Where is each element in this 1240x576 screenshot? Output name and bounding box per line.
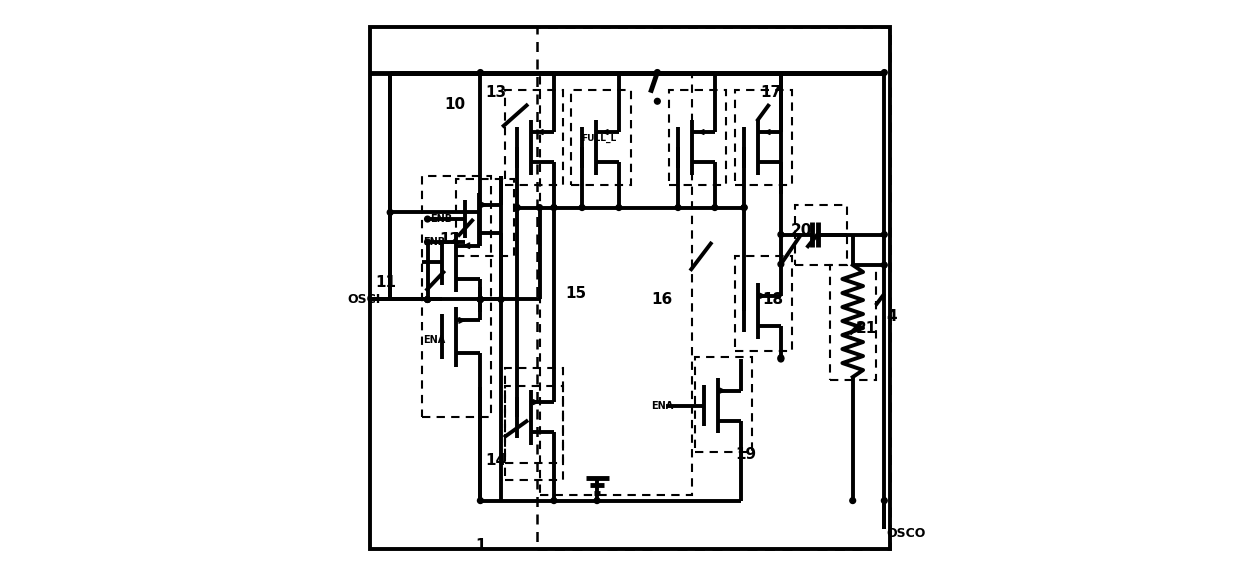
Circle shape bbox=[477, 297, 484, 302]
Circle shape bbox=[777, 262, 784, 267]
Circle shape bbox=[849, 498, 856, 503]
Circle shape bbox=[594, 498, 600, 503]
Circle shape bbox=[477, 297, 484, 302]
Circle shape bbox=[551, 498, 557, 503]
Bar bbox=[505, 369, 563, 463]
Circle shape bbox=[424, 297, 430, 302]
Circle shape bbox=[551, 204, 557, 210]
Text: 16: 16 bbox=[651, 292, 673, 307]
Bar bbox=[830, 265, 875, 380]
Text: ENA: ENA bbox=[651, 401, 673, 411]
Circle shape bbox=[882, 262, 887, 268]
Circle shape bbox=[742, 204, 746, 210]
Circle shape bbox=[477, 498, 484, 503]
Text: ENB: ENB bbox=[430, 214, 453, 224]
Circle shape bbox=[515, 204, 520, 210]
Circle shape bbox=[777, 355, 784, 361]
Bar bbox=[456, 179, 513, 256]
Text: FULL_L: FULL_L bbox=[580, 134, 616, 143]
Circle shape bbox=[424, 216, 430, 222]
Text: 21: 21 bbox=[856, 321, 877, 336]
Circle shape bbox=[712, 204, 718, 210]
Circle shape bbox=[616, 204, 621, 210]
Text: 20: 20 bbox=[791, 223, 812, 238]
Bar bbox=[505, 90, 563, 184]
Bar bbox=[572, 90, 631, 184]
Text: 18: 18 bbox=[763, 292, 784, 307]
Circle shape bbox=[655, 70, 660, 75]
Circle shape bbox=[551, 204, 557, 210]
Text: ENB: ENB bbox=[424, 237, 445, 247]
Circle shape bbox=[424, 239, 430, 245]
Circle shape bbox=[477, 70, 484, 75]
Circle shape bbox=[882, 232, 887, 237]
Circle shape bbox=[537, 204, 542, 210]
Text: 17: 17 bbox=[761, 85, 782, 100]
Bar bbox=[795, 204, 847, 265]
Circle shape bbox=[515, 204, 520, 210]
Bar bbox=[735, 90, 792, 184]
Text: 1: 1 bbox=[475, 538, 486, 553]
Bar bbox=[694, 357, 753, 452]
Circle shape bbox=[477, 297, 484, 302]
Bar bbox=[537, 26, 890, 550]
Bar bbox=[668, 90, 727, 184]
Circle shape bbox=[742, 204, 746, 210]
Bar bbox=[505, 386, 563, 480]
Circle shape bbox=[424, 297, 430, 302]
Text: 13: 13 bbox=[485, 85, 506, 100]
Text: 14: 14 bbox=[485, 453, 506, 468]
Text: 15: 15 bbox=[565, 286, 587, 301]
Text: 19: 19 bbox=[735, 447, 756, 462]
Circle shape bbox=[579, 204, 585, 210]
Circle shape bbox=[387, 210, 393, 215]
Text: OSCI: OSCI bbox=[347, 293, 381, 306]
Bar bbox=[735, 256, 792, 351]
Text: 11: 11 bbox=[376, 275, 397, 290]
Text: OSCO: OSCO bbox=[887, 528, 925, 540]
Circle shape bbox=[424, 297, 430, 302]
Text: 10: 10 bbox=[445, 97, 466, 112]
Circle shape bbox=[882, 498, 887, 503]
Circle shape bbox=[777, 356, 784, 362]
Circle shape bbox=[498, 297, 503, 302]
Bar bbox=[422, 176, 491, 417]
Circle shape bbox=[655, 98, 660, 104]
Circle shape bbox=[882, 70, 887, 75]
Bar bbox=[539, 73, 692, 495]
Text: 4: 4 bbox=[887, 309, 897, 324]
Text: 12: 12 bbox=[439, 232, 460, 247]
Circle shape bbox=[675, 204, 681, 210]
Circle shape bbox=[777, 232, 784, 237]
Text: ENA: ENA bbox=[424, 335, 445, 344]
